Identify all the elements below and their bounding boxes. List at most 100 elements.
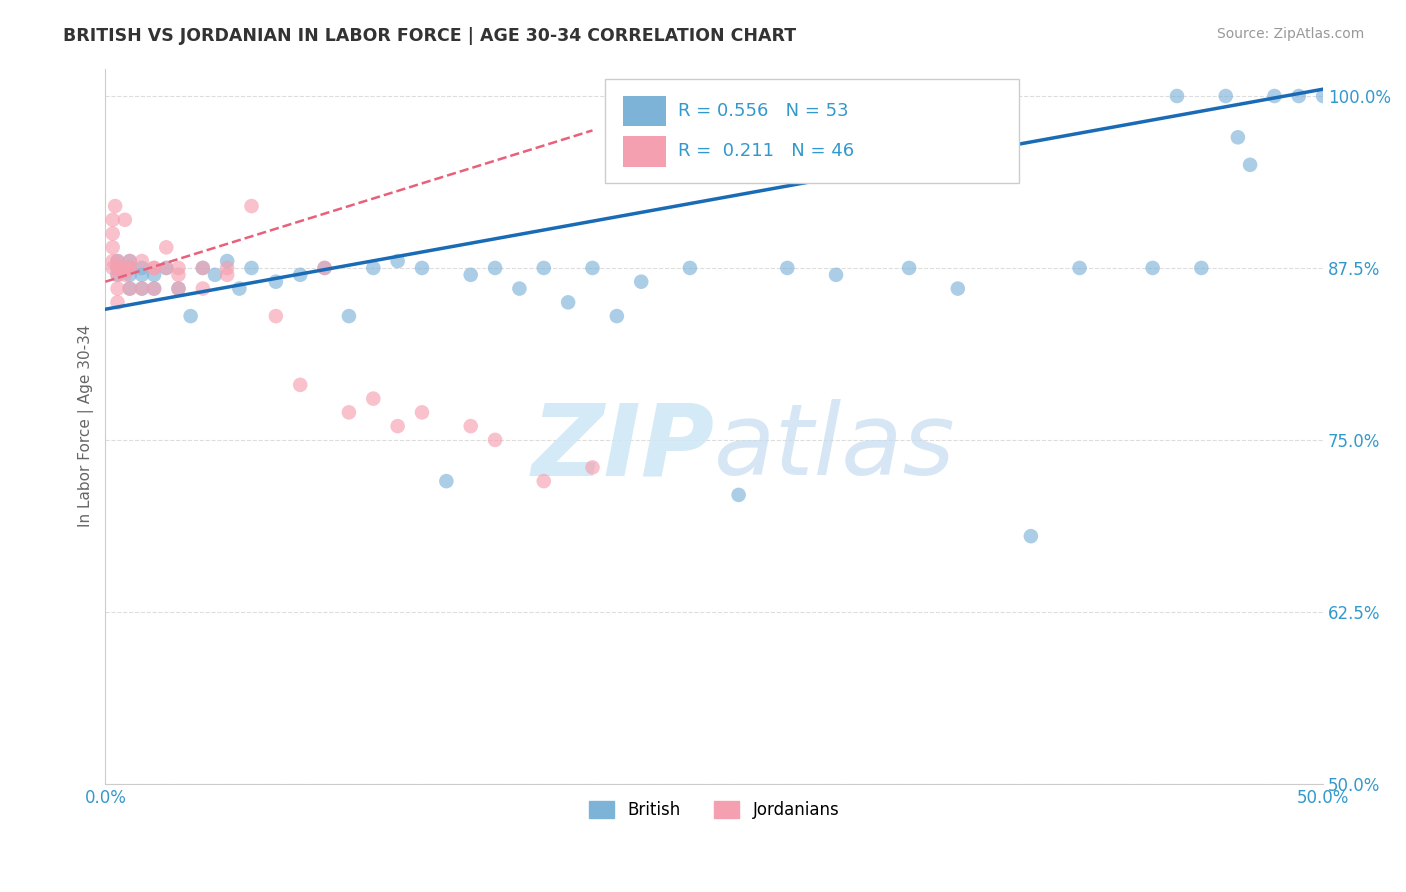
Point (217, 254, 239, 268)
Point (264, 275, 287, 289)
Point (217, 268, 239, 282)
Point (581, 260, 603, 275)
Legend: British, Jordanians: British, Jordanians (582, 794, 846, 825)
Point (337, 405, 360, 419)
Point (155, 240, 177, 254)
Point (114, 260, 136, 275)
Point (484, 433, 506, 447)
Point (240, 260, 263, 275)
Point (118, 268, 141, 282)
Point (114, 212, 136, 227)
Point (131, 254, 153, 268)
Point (131, 260, 153, 275)
Text: atlas: atlas (714, 399, 956, 496)
Point (155, 260, 177, 275)
Text: R =  0.211   N = 46: R = 0.211 N = 46 (678, 143, 853, 161)
Point (1312, 89, 1334, 103)
FancyBboxPatch shape (605, 79, 1019, 183)
Point (898, 260, 921, 275)
Point (557, 295, 579, 310)
Point (191, 260, 214, 275)
Point (131, 282, 153, 296)
Point (434, 474, 457, 488)
Point (101, 240, 124, 254)
Point (337, 309, 360, 323)
Point (118, 260, 141, 275)
Point (946, 282, 969, 296)
Point (143, 268, 166, 282)
Point (825, 268, 848, 282)
Point (630, 275, 652, 289)
Point (581, 460, 603, 475)
Point (191, 260, 214, 275)
Point (180, 309, 202, 323)
Point (131, 268, 153, 282)
Point (167, 282, 190, 296)
Bar (623, 136, 665, 167)
Point (264, 309, 287, 323)
Point (107, 260, 129, 275)
Point (143, 260, 166, 275)
Point (143, 282, 166, 296)
Point (314, 260, 336, 275)
Bar (623, 95, 665, 126)
Point (1215, 89, 1237, 103)
Point (104, 199, 127, 213)
Point (533, 474, 555, 488)
Point (167, 268, 190, 282)
Point (1019, 529, 1042, 543)
Point (1142, 260, 1164, 275)
Text: R = 0.556   N = 53: R = 0.556 N = 53 (678, 102, 848, 120)
Point (484, 260, 506, 275)
Point (107, 295, 129, 310)
Point (1166, 89, 1188, 103)
Point (107, 254, 129, 268)
Point (290, 268, 312, 282)
Point (107, 260, 129, 275)
Y-axis label: In Labor Force | Age 30-34: In Labor Force | Age 30-34 (79, 325, 94, 527)
Point (606, 309, 628, 323)
Point (204, 268, 226, 282)
Point (191, 282, 214, 296)
Point (460, 268, 482, 282)
Text: Source: ZipAtlas.com: Source: ZipAtlas.com (1216, 27, 1364, 41)
Point (118, 254, 141, 268)
Point (460, 419, 482, 434)
Point (533, 260, 555, 275)
Point (101, 227, 124, 241)
Point (240, 199, 263, 213)
Text: BRITISH VS JORDANIAN IN LABOR FORCE | AGE 30-34 CORRELATION CHART: BRITISH VS JORDANIAN IN LABOR FORCE | AG… (63, 27, 796, 45)
Point (143, 282, 166, 296)
Point (107, 282, 129, 296)
Point (411, 260, 433, 275)
Point (114, 268, 136, 282)
Point (167, 282, 190, 296)
Point (118, 282, 141, 296)
Point (361, 392, 384, 406)
Point (107, 260, 129, 275)
Point (107, 254, 129, 268)
Point (1263, 89, 1285, 103)
Text: ZIP: ZIP (531, 399, 714, 496)
Point (1226, 130, 1249, 145)
Point (387, 419, 409, 434)
Point (217, 260, 239, 275)
Point (118, 254, 141, 268)
Point (1069, 260, 1091, 275)
Point (131, 282, 153, 296)
Point (101, 260, 124, 275)
Point (314, 260, 336, 275)
Point (101, 212, 124, 227)
Point (118, 260, 141, 275)
Point (118, 282, 141, 296)
Point (111, 260, 134, 275)
Point (143, 260, 166, 275)
Point (1239, 158, 1261, 172)
Point (1189, 260, 1212, 275)
Point (387, 254, 409, 268)
Point (290, 377, 312, 392)
Point (228, 282, 250, 296)
Point (727, 488, 749, 502)
Point (101, 254, 124, 268)
Point (107, 268, 129, 282)
